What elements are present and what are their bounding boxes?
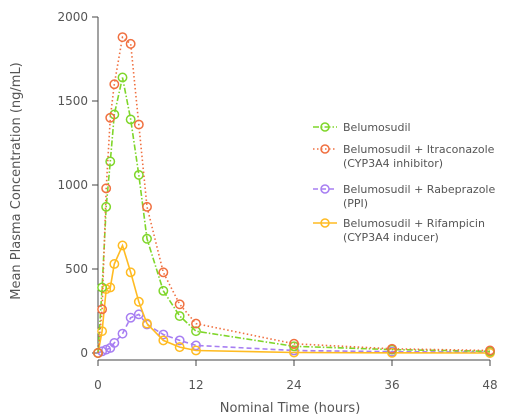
data-point [387,347,397,358]
data-point [125,312,136,323]
data-point [191,326,201,337]
legend-sublabel: (PPI) [343,197,368,210]
y-tick-label: 1500 [57,94,88,108]
y-tick-label: 2000 [57,10,88,24]
data-point [105,112,116,123]
legend-marker [320,122,330,132]
series-1 [93,32,495,358]
data-point [158,285,169,296]
data-point [101,201,112,212]
data-point [289,338,299,349]
legend-entry: Belumosudil [313,121,411,134]
legend-label: Belumosudil [343,121,411,134]
series-0 [93,72,495,358]
data-point [191,345,201,356]
legend-label: Belumosudil + Rifampicin [343,217,485,230]
legend-sublabel: (CYP3A4 inducer) [343,231,439,244]
x-tick-label: 36 [384,378,399,392]
series-line [97,35,491,354]
data-point [142,201,152,212]
y-tick-label: 500 [65,262,88,276]
data-point [174,311,185,321]
data-point [158,329,169,340]
legend-entry: Belumosudil + Itraconazole(CYP3A4 inhibi… [313,143,495,170]
axes: 0 500 1000 1500 2000 0 12 24 36 48 [57,10,497,392]
data-point [133,119,144,130]
data-point [109,79,120,90]
x-axis-title: Nominal Time (hours) [220,401,361,416]
legend-entry: Belumosudil + Rifampicin(CYP3A4 inducer) [313,217,485,244]
legend-marker [320,184,330,194]
data-point [158,267,169,278]
data-point [93,348,103,358]
series-line [97,77,491,354]
x-tick-label: 12 [188,378,203,392]
data-point [125,38,136,49]
legend-label: Belumosudil + Itraconazole [343,143,495,156]
data-point [174,335,185,346]
y-tick-label: 0 [80,346,88,360]
x-tick-label: 48 [482,378,497,392]
data-point [174,299,185,310]
data-point [105,156,116,167]
data-point [117,240,128,251]
data-point [387,343,397,354]
series-line [97,313,491,354]
data-point [125,267,136,278]
legend-entry: Belumosudil + Rabeprazole(PPI) [313,183,495,210]
data-point [142,233,152,244]
data-point [142,318,152,329]
legend-label: Belumosudil + Rabeprazole [343,183,495,196]
x-tick-label: 0 [94,378,102,392]
data-point [485,345,495,356]
data-point [97,326,108,337]
data-point [125,114,136,125]
data-point [133,296,144,307]
legend-sublabel: (CYP3A4 inhibitor) [343,157,443,170]
data-point [117,328,128,339]
y-tick-label: 1000 [57,178,88,192]
legend-marker [320,144,330,154]
legend-marker [320,218,330,228]
series-line [97,243,491,354]
data-point [133,169,144,180]
data-point [101,183,112,194]
data-point [109,337,120,348]
data-point [174,342,185,353]
data-point [191,340,201,351]
y-axis-title: Mean Plasma Concentration (ng/mL) [9,62,24,300]
data-point [117,72,128,83]
series-layer [93,32,495,358]
data-point [191,318,201,329]
data-point [97,282,108,293]
data-point [97,304,108,315]
data-point [158,335,169,346]
data-point [109,259,120,269]
data-point [117,32,128,43]
x-tick-label: 24 [286,378,301,392]
